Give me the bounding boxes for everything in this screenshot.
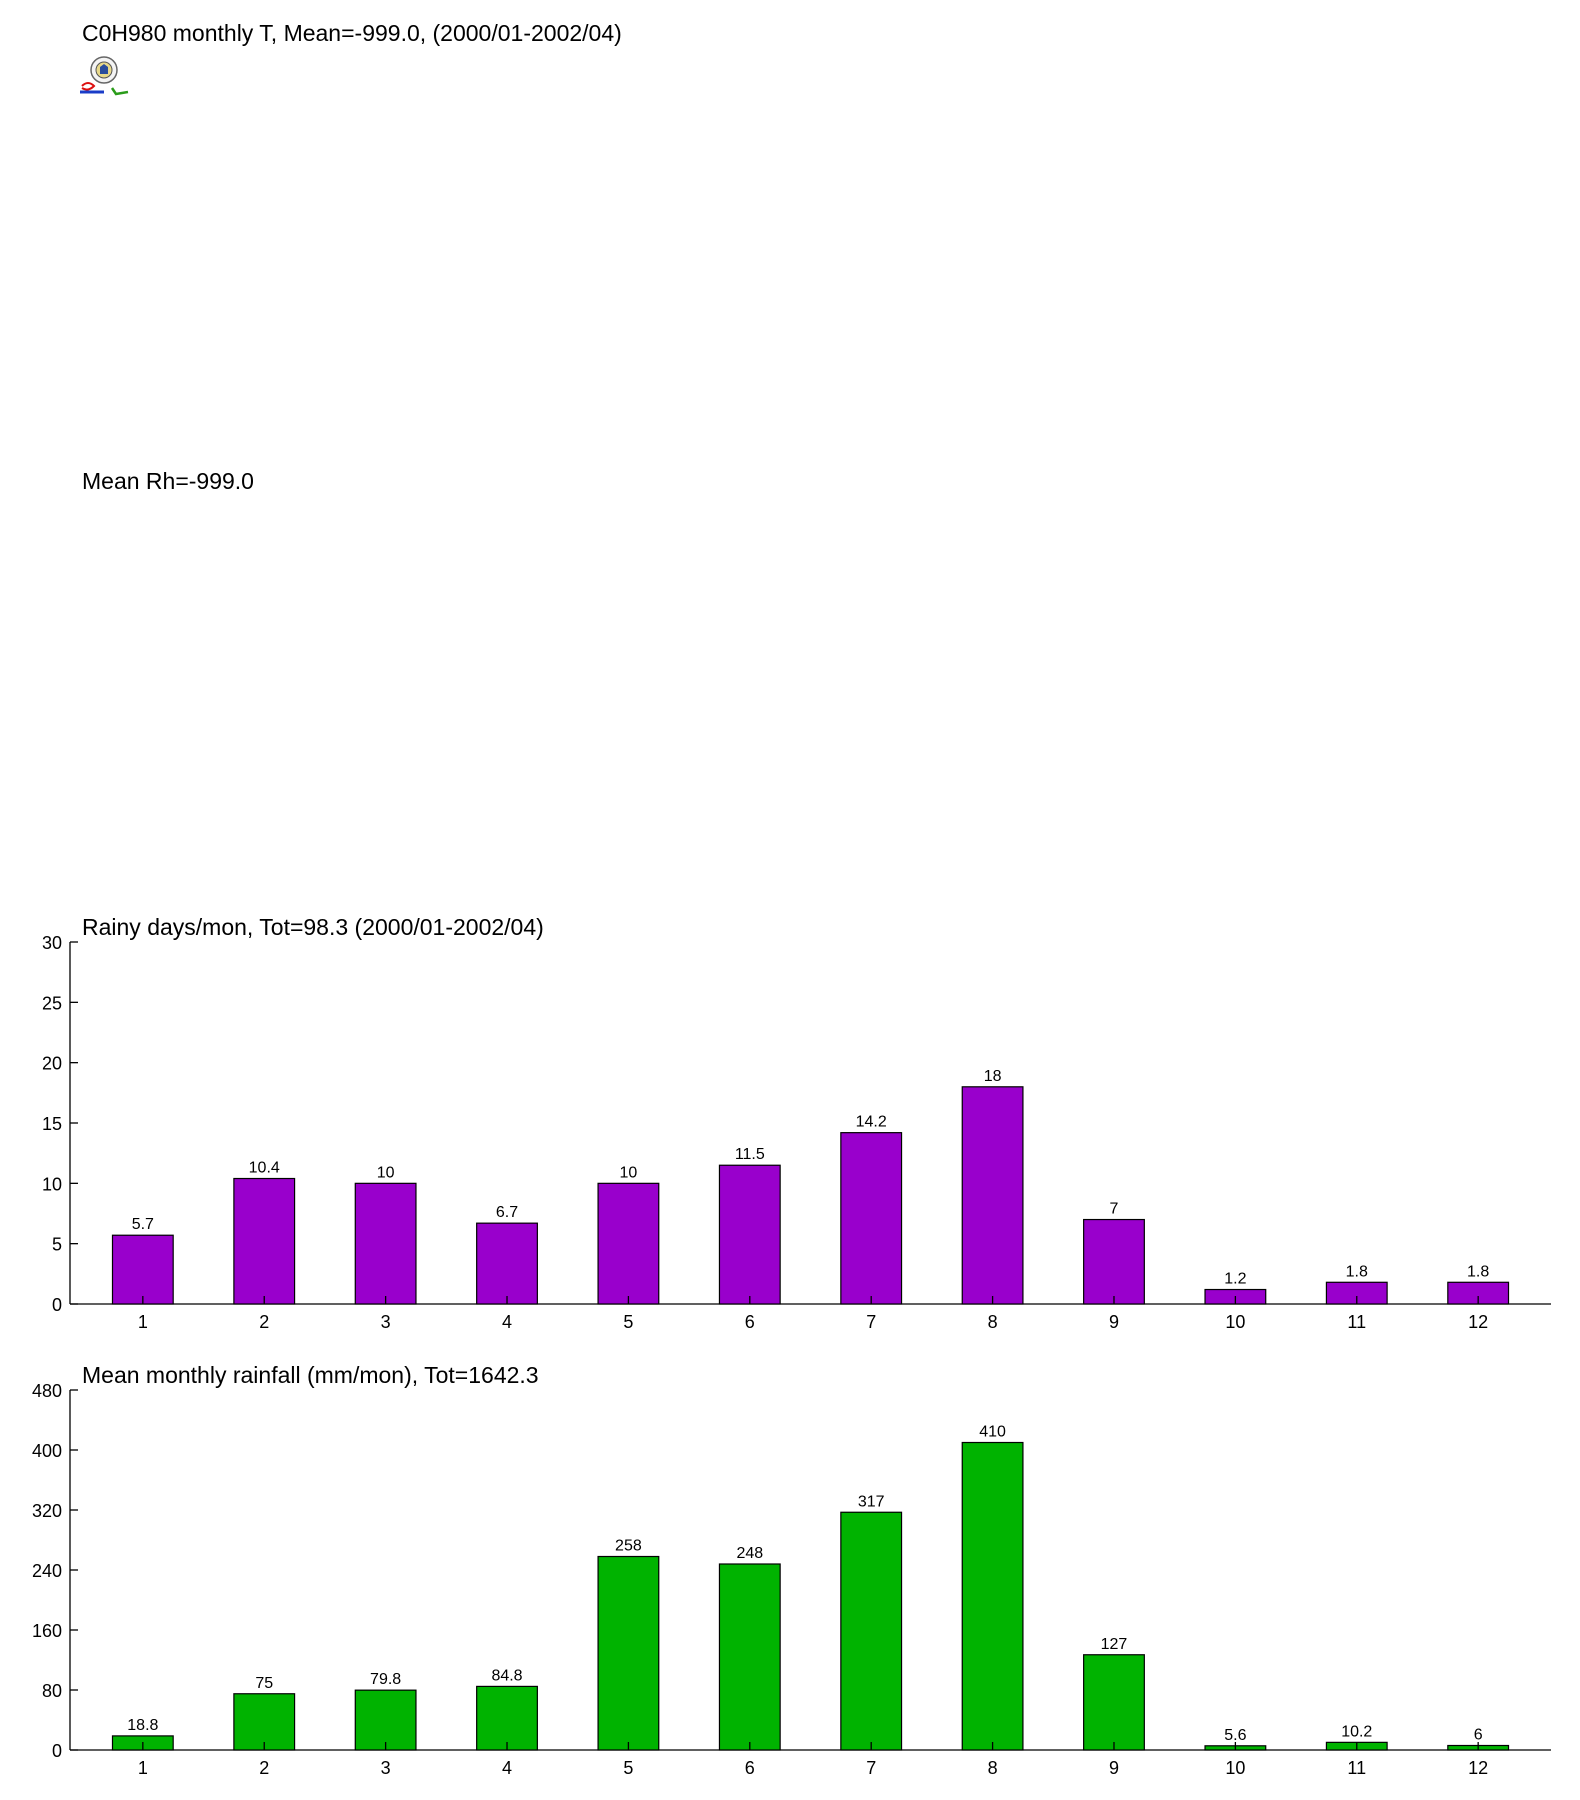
bar-value-label: 317	[858, 1493, 885, 1510]
weather-station-logo-icon	[80, 56, 129, 96]
bar-7	[840, 1511, 903, 1751]
y-tick-label: 0	[52, 1741, 62, 1761]
x-tick-label: 11	[1347, 1312, 1366, 1332]
bar-6	[718, 1164, 781, 1305]
x-tick-label: 6	[745, 1312, 755, 1332]
bar-value-label: 11.5	[735, 1146, 765, 1163]
x-tick-label: 1	[138, 1312, 148, 1332]
bar-7	[840, 1132, 903, 1305]
bar-value-label: 18	[984, 1068, 1002, 1085]
bar-3	[354, 1689, 417, 1751]
bar-2	[233, 1177, 296, 1305]
bar-1	[111, 1234, 174, 1305]
rainy-days-chart: Rainy days/mon, Tot=98.3 (2000/01-2002/0…	[42, 914, 1551, 1332]
bar-8	[961, 1441, 1024, 1751]
bar-2	[233, 1693, 296, 1751]
bar-value-label: 5.7	[132, 1216, 154, 1233]
x-tick-label: 10	[1225, 1758, 1245, 1778]
x-tick-label: 12	[1468, 1758, 1488, 1778]
x-tick-label: 7	[866, 1312, 876, 1332]
y-tick-label: 5	[52, 1235, 62, 1255]
bar-value-label: 1.8	[1467, 1263, 1489, 1280]
x-tick-label: 8	[988, 1312, 998, 1332]
y-tick-label: 15	[42, 1114, 62, 1134]
y-tick-label: 240	[32, 1561, 62, 1581]
y-tick-label: 320	[32, 1501, 62, 1521]
bar-value-label: 410	[979, 1424, 1006, 1441]
x-tick-label: 7	[866, 1758, 876, 1778]
y-tick-label: 20	[42, 1054, 62, 1074]
chart-title: Rainy days/mon, Tot=98.3 (2000/01-2002/0…	[82, 914, 544, 940]
y-tick-label: 160	[32, 1621, 62, 1641]
y-tick-label: 10	[42, 1174, 62, 1194]
bar-value-label: 18.8	[127, 1717, 158, 1734]
humidity-chart-title: Mean Rh=-999.0	[82, 468, 254, 494]
x-tick-label: 2	[259, 1312, 269, 1332]
y-tick-label: 25	[42, 993, 62, 1013]
rainfall-chart: Mean monthly rainfall (mm/mon), Tot=1642…	[32, 1362, 1551, 1778]
bar-9	[1083, 1218, 1145, 1305]
x-tick-label: 12	[1468, 1312, 1488, 1332]
x-tick-label: 5	[623, 1312, 633, 1332]
x-tick-label: 1	[138, 1758, 148, 1778]
bar-9	[1083, 1654, 1145, 1751]
bar-value-label: 79.8	[370, 1671, 401, 1688]
y-tick-label: 30	[42, 933, 62, 953]
y-tick-label: 80	[42, 1681, 62, 1701]
x-tick-label: 9	[1109, 1758, 1119, 1778]
bar-value-label: 14.2	[856, 1114, 887, 1131]
bar-6	[718, 1563, 781, 1751]
y-tick-label: 400	[32, 1441, 62, 1461]
y-tick-label: 480	[32, 1381, 62, 1401]
bar-value-label: 75	[255, 1675, 273, 1692]
bar-value-label: 127	[1101, 1636, 1128, 1653]
chart-title: Mean monthly rainfall (mm/mon), Tot=1642…	[82, 1362, 539, 1388]
bar-value-label: 6	[1474, 1727, 1483, 1744]
bar-5	[597, 1555, 660, 1751]
x-tick-label: 5	[623, 1758, 633, 1778]
bar-value-label: 1.8	[1346, 1263, 1368, 1280]
bar-value-label: 5.6	[1224, 1727, 1246, 1744]
x-tick-label: 4	[502, 1758, 512, 1778]
bar-value-label: 258	[615, 1538, 642, 1555]
x-tick-label: 6	[745, 1758, 755, 1778]
bar-value-label: 10	[620, 1164, 638, 1181]
y-tick-label: 0	[52, 1295, 62, 1315]
bar-value-label: 10.2	[1341, 1723, 1372, 1740]
temperature-chart-title: C0H980 monthly T, Mean=-999.0, (2000/01-…	[82, 20, 622, 46]
x-tick-label: 11	[1347, 1758, 1366, 1778]
x-tick-label: 3	[381, 1758, 391, 1778]
x-tick-label: 10	[1225, 1312, 1245, 1332]
x-tick-label: 9	[1109, 1312, 1119, 1332]
x-tick-label: 3	[381, 1312, 391, 1332]
bar-value-label: 6.7	[496, 1204, 518, 1221]
bar-value-label: 7	[1110, 1201, 1119, 1218]
bar-value-label: 248	[736, 1545, 763, 1562]
bar-value-label: 10.4	[249, 1160, 280, 1177]
x-tick-label: 8	[988, 1758, 998, 1778]
bar-value-label: 84.8	[491, 1667, 522, 1684]
bar-4	[476, 1222, 538, 1305]
bar-3	[354, 1182, 417, 1305]
x-tick-label: 2	[259, 1758, 269, 1778]
bar-4	[476, 1685, 538, 1751]
bar-value-label: 10	[377, 1164, 395, 1181]
bar-value-label: 1.2	[1224, 1271, 1246, 1288]
bar-5	[597, 1182, 660, 1305]
x-tick-label: 4	[502, 1312, 512, 1332]
bar-8	[961, 1086, 1024, 1305]
